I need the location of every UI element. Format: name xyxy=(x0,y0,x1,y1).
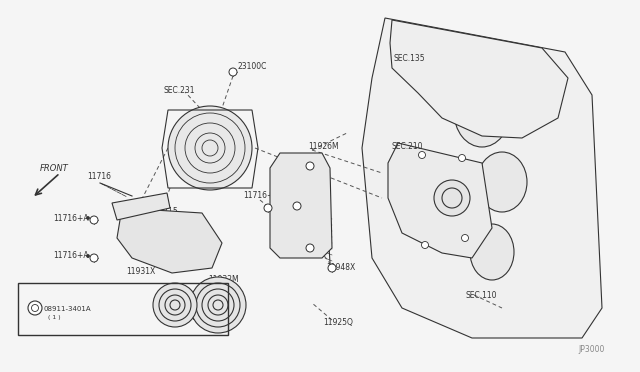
Text: 11716+A: 11716+A xyxy=(53,251,88,260)
Circle shape xyxy=(86,254,90,257)
Text: 11925Q: 11925Q xyxy=(323,317,353,327)
Text: FRONT: FRONT xyxy=(40,164,68,173)
Ellipse shape xyxy=(454,77,510,147)
Text: SEC.210: SEC.210 xyxy=(392,141,424,151)
Polygon shape xyxy=(117,208,222,273)
Circle shape xyxy=(229,68,237,76)
Circle shape xyxy=(328,264,336,272)
Text: ( 1 ): ( 1 ) xyxy=(48,315,61,321)
Text: 11948X: 11948X xyxy=(326,263,355,273)
Circle shape xyxy=(264,204,272,212)
Circle shape xyxy=(306,244,314,252)
Circle shape xyxy=(293,202,301,210)
Circle shape xyxy=(306,162,314,170)
Ellipse shape xyxy=(470,224,514,280)
Polygon shape xyxy=(362,18,602,338)
Circle shape xyxy=(434,180,470,216)
Circle shape xyxy=(419,151,426,158)
Text: N: N xyxy=(31,305,36,311)
Text: 11935P: 11935P xyxy=(274,171,303,180)
Text: 11927X: 11927X xyxy=(208,291,237,299)
Circle shape xyxy=(31,305,38,311)
Text: SEC.231: SEC.231 xyxy=(163,86,195,94)
Circle shape xyxy=(442,188,462,208)
Text: SEC.110: SEC.110 xyxy=(466,291,497,299)
Ellipse shape xyxy=(477,152,527,212)
Circle shape xyxy=(168,106,252,190)
Polygon shape xyxy=(390,20,568,138)
Polygon shape xyxy=(270,153,332,258)
Polygon shape xyxy=(388,143,492,258)
Circle shape xyxy=(90,254,98,262)
Text: 11716+B: 11716+B xyxy=(243,190,278,199)
Text: 11929X: 11929X xyxy=(173,312,202,321)
Polygon shape xyxy=(112,193,170,220)
Text: JP3000: JP3000 xyxy=(578,346,604,355)
Text: 23100C: 23100C xyxy=(238,61,268,71)
Text: 11716: 11716 xyxy=(87,171,111,180)
Text: 11932M: 11932M xyxy=(208,276,239,285)
Circle shape xyxy=(422,241,429,248)
Text: 11926M: 11926M xyxy=(308,141,339,151)
Text: -11715: -11715 xyxy=(152,206,179,215)
Circle shape xyxy=(90,216,98,224)
Circle shape xyxy=(458,154,465,161)
Text: 11931X: 11931X xyxy=(126,266,156,276)
Bar xyxy=(18,283,228,335)
Circle shape xyxy=(190,277,246,333)
Text: 08911-3401A: 08911-3401A xyxy=(44,306,92,312)
Text: SEC.135: SEC.135 xyxy=(393,54,424,62)
Text: 11716+A: 11716+A xyxy=(53,214,88,222)
Circle shape xyxy=(28,301,42,315)
Circle shape xyxy=(153,283,197,327)
Circle shape xyxy=(86,217,90,219)
Circle shape xyxy=(461,234,468,241)
